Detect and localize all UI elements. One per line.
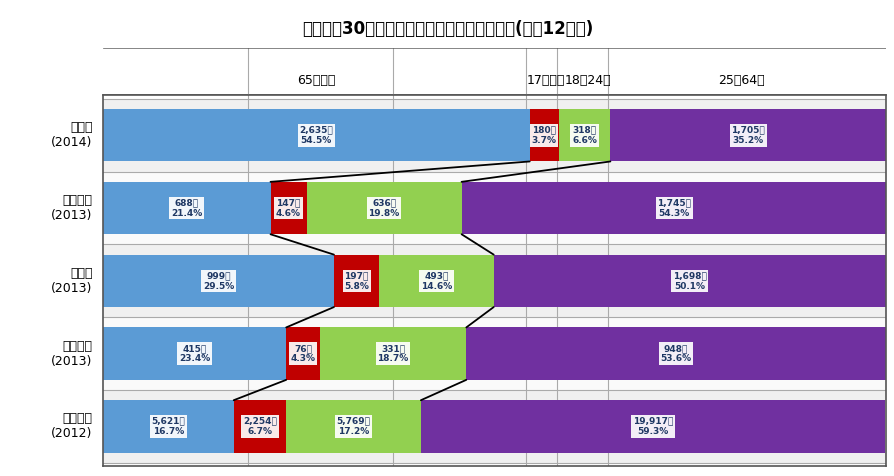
- Bar: [286, 400, 420, 453]
- Text: 999人
29.5%: 999人 29.5%: [203, 271, 234, 290]
- Text: 415人
23.4%: 415人 23.4%: [179, 344, 210, 363]
- Bar: [270, 182, 306, 234]
- Text: 948人
53.6%: 948人 53.6%: [660, 344, 691, 363]
- Bar: [103, 109, 529, 161]
- Text: 1,745人
54.3%: 1,745人 54.3%: [656, 198, 690, 218]
- Bar: [103, 182, 270, 234]
- Bar: [379, 255, 493, 307]
- Text: 2,635人
54.5%: 2,635人 54.5%: [299, 126, 333, 145]
- Bar: [558, 109, 610, 161]
- Bar: [306, 182, 461, 234]
- Text: 76人
4.3%: 76人 4.3%: [291, 344, 316, 363]
- Text: 688人
21.4%: 688人 21.4%: [171, 198, 202, 218]
- Text: 年齢層別30日以内死者数の欧米諸国との比較(各年12月末): 年齢層別30日以内死者数の欧米諸国との比較(各年12月末): [301, 20, 593, 38]
- Text: 17歳以下: 17歳以下: [526, 74, 564, 88]
- Bar: [103, 172, 885, 245]
- Bar: [319, 327, 466, 380]
- Text: 25～64歳: 25～64歳: [717, 74, 763, 88]
- Text: 2,254人
6.7%: 2,254人 6.7%: [243, 417, 276, 436]
- Bar: [103, 245, 885, 317]
- Text: 65歳以上: 65歳以上: [297, 74, 335, 88]
- Text: 5,621人
16.7%: 5,621人 16.7%: [151, 417, 185, 436]
- Bar: [103, 390, 885, 463]
- Text: 19,917人
59.3%: 19,917人 59.3%: [632, 417, 672, 436]
- Text: 1,698人
50.1%: 1,698人 50.1%: [672, 271, 706, 290]
- Text: 180人
3.7%: 180人 3.7%: [531, 126, 556, 145]
- Text: 18～24歳: 18～24歳: [564, 74, 611, 88]
- Bar: [461, 182, 886, 234]
- Bar: [103, 327, 286, 380]
- Text: 331人
18.7%: 331人 18.7%: [377, 344, 409, 363]
- Text: 493人
14.6%: 493人 14.6%: [420, 271, 451, 290]
- Bar: [103, 99, 885, 172]
- Text: 197人
5.8%: 197人 5.8%: [344, 271, 368, 290]
- Bar: [333, 255, 379, 307]
- Bar: [233, 400, 286, 453]
- Bar: [493, 255, 885, 307]
- Text: 5,769人
17.2%: 5,769人 17.2%: [336, 417, 370, 436]
- Bar: [610, 109, 885, 161]
- Bar: [103, 255, 333, 307]
- Bar: [103, 317, 885, 390]
- Bar: [103, 400, 233, 453]
- Text: 318人
6.6%: 318人 6.6%: [571, 126, 596, 145]
- Text: 147人
4.6%: 147人 4.6%: [275, 198, 300, 218]
- Bar: [466, 327, 885, 380]
- Bar: [529, 109, 558, 161]
- Bar: [286, 327, 319, 380]
- Bar: [420, 400, 884, 453]
- Text: 636人
19.8%: 636人 19.8%: [368, 198, 400, 218]
- Text: 1,705人
35.2%: 1,705人 35.2%: [730, 126, 764, 145]
